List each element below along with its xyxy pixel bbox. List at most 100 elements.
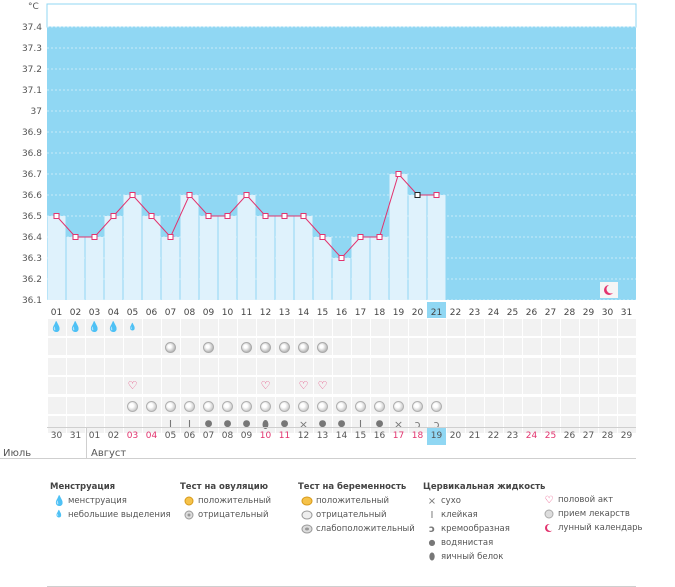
grid-cell[interactable]	[104, 338, 123, 356]
grid-cell[interactable]	[66, 415, 85, 433]
grid-cell[interactable]	[218, 319, 237, 336]
grid-cell[interactable]	[104, 357, 123, 375]
grid-cell[interactable]	[237, 357, 256, 375]
grid-cell[interactable]	[484, 319, 503, 336]
grid-cell[interactable]	[522, 338, 541, 356]
grid-cell[interactable]	[66, 396, 85, 414]
grid-cell[interactable]	[142, 357, 161, 375]
grid-cell[interactable]	[408, 338, 427, 356]
grid-cell[interactable]	[579, 415, 598, 433]
grid-cell[interactable]	[446, 357, 465, 375]
grid-cell[interactable]	[161, 415, 180, 433]
grid-cell[interactable]	[370, 357, 389, 375]
grid-cell[interactable]	[275, 357, 294, 375]
grid-cell[interactable]	[237, 319, 256, 336]
grid-cell[interactable]	[408, 319, 427, 336]
grid-cell[interactable]	[560, 338, 579, 356]
grid-cell[interactable]	[199, 319, 218, 336]
grid-cell[interactable]	[256, 377, 275, 395]
grid-cell[interactable]	[237, 415, 256, 433]
grid-cell[interactable]	[123, 338, 142, 356]
grid-cell[interactable]	[66, 357, 85, 375]
grid-cell[interactable]	[332, 319, 351, 336]
grid-cell[interactable]	[446, 338, 465, 356]
grid-cell[interactable]	[313, 319, 332, 336]
grid-cell[interactable]	[218, 377, 237, 395]
grid-cell[interactable]	[465, 357, 484, 375]
grid-cell[interactable]	[617, 377, 636, 395]
grid-cell[interactable]	[199, 415, 218, 433]
grid-cell[interactable]	[522, 357, 541, 375]
grid-cell[interactable]	[598, 396, 617, 414]
grid-cell[interactable]	[275, 319, 294, 336]
grid-cell[interactable]	[351, 357, 370, 375]
grid-cell[interactable]	[617, 396, 636, 414]
grid-cell[interactable]	[541, 319, 560, 336]
grid-cell[interactable]	[161, 319, 180, 336]
grid-cell[interactable]	[275, 415, 294, 433]
grid-cell[interactable]	[294, 377, 313, 395]
grid-cell[interactable]	[484, 396, 503, 414]
grid-cell[interactable]	[427, 357, 446, 375]
grid-cell[interactable]	[351, 415, 370, 433]
grid-cell[interactable]	[104, 319, 123, 336]
grid-cell[interactable]	[465, 396, 484, 414]
grid-cell[interactable]	[560, 319, 579, 336]
grid-cell[interactable]	[104, 377, 123, 395]
grid-cell[interactable]	[142, 319, 161, 336]
grid-cell[interactable]	[579, 396, 598, 414]
grid-cell[interactable]	[484, 415, 503, 433]
grid-cell[interactable]	[275, 377, 294, 395]
grid-cell[interactable]	[47, 377, 66, 395]
grid-cell[interactable]	[294, 319, 313, 336]
grid-cell[interactable]	[522, 415, 541, 433]
grid-cell[interactable]	[427, 338, 446, 356]
grid-cell[interactable]	[446, 396, 465, 414]
grid-cell[interactable]	[47, 415, 66, 433]
grid-cell[interactable]	[389, 377, 408, 395]
grid-cell[interactable]	[522, 377, 541, 395]
grid-cell[interactable]	[484, 357, 503, 375]
grid-cell[interactable]	[484, 338, 503, 356]
grid-cell[interactable]	[446, 319, 465, 336]
grid-cell[interactable]	[47, 396, 66, 414]
grid-cell[interactable]	[370, 415, 389, 433]
grid-cell[interactable]	[408, 415, 427, 433]
grid-cell[interactable]	[598, 357, 617, 375]
grid-cell[interactable]	[85, 396, 104, 414]
grid-cell[interactable]	[85, 377, 104, 395]
grid-cell[interactable]	[332, 338, 351, 356]
grid-cell[interactable]	[579, 357, 598, 375]
grid-cell[interactable]	[598, 377, 617, 395]
grid-cell[interactable]	[218, 415, 237, 433]
grid-cell[interactable]	[522, 396, 541, 414]
grid-cell[interactable]	[503, 377, 522, 395]
grid-cell[interactable]	[123, 319, 142, 336]
grid-cell[interactable]	[408, 357, 427, 375]
grid-cell[interactable]	[180, 377, 199, 395]
grid-cell[interactable]	[123, 357, 142, 375]
grid-cell[interactable]	[503, 338, 522, 356]
grid-cell[interactable]	[85, 415, 104, 433]
grid-cell[interactable]	[180, 357, 199, 375]
grid-cell[interactable]	[465, 319, 484, 336]
grid-cell[interactable]	[465, 338, 484, 356]
grid-cell[interactable]	[617, 338, 636, 356]
grid-cell[interactable]	[256, 357, 275, 375]
grid-cell[interactable]	[332, 357, 351, 375]
grid-cell[interactable]	[389, 338, 408, 356]
grid-cell[interactable]	[142, 338, 161, 356]
grid-cell[interactable]	[351, 319, 370, 336]
grid-cell[interactable]	[560, 357, 579, 375]
grid-cell[interactable]	[427, 319, 446, 336]
grid-cell[interactable]	[199, 357, 218, 375]
grid-cell[interactable]	[541, 338, 560, 356]
grid-cell[interactable]	[579, 377, 598, 395]
grid-cell[interactable]	[47, 338, 66, 356]
grid-cell[interactable]	[180, 415, 199, 433]
grid-cell[interactable]	[47, 357, 66, 375]
grid-cell[interactable]	[579, 319, 598, 336]
grid-cell[interactable]	[503, 396, 522, 414]
grid-cell[interactable]	[66, 338, 85, 356]
grid-cell[interactable]	[541, 377, 560, 395]
